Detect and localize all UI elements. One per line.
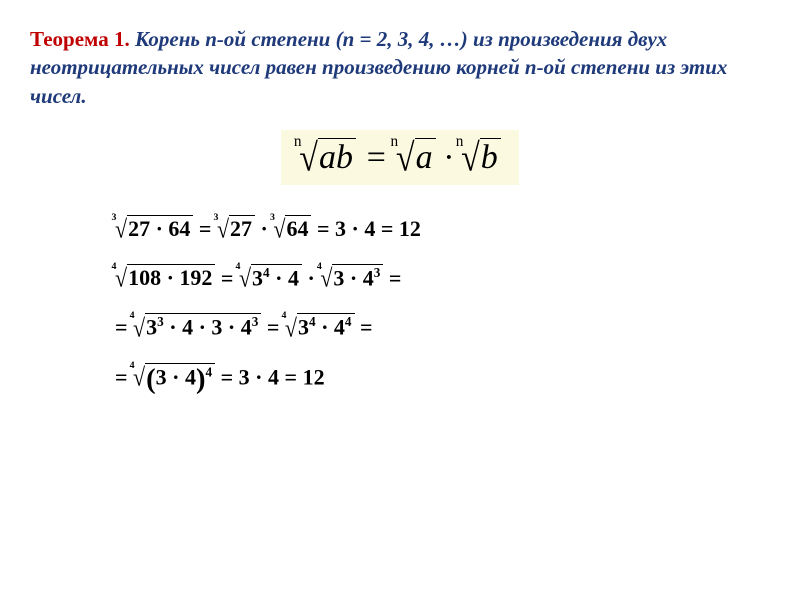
theorem-text: Корень n-ой степени (n = 2, 3, 4, …) из … [30,27,727,108]
example2-line1: 4 √108 · 192 = 4 √34 · 4 · 4 √3 · 43 = [115,264,770,291]
example1: 3 √27 · 64 = 3 √27 · 3 √64 = 3 · 4 = 12 [115,215,770,242]
rhs-root-a: n √a [396,138,436,177]
rhs-root-b: n √b [461,138,501,177]
main-formula: n √ab = n √a · n √b [30,130,770,185]
example2-line2: = 4 √33 · 4 · 3 · 43 = 4 √34 · 44 = [115,313,770,340]
example2-line3: = 4 √(3 · 4)4 = 3 · 4 = 12 [115,363,770,396]
theorem-title: Теорема 1. [30,27,130,51]
lhs-radicand: ab [318,138,356,177]
lhs-root: n √ab [299,138,356,177]
main-formula-box: n √ab = n √a · n √b [281,130,518,185]
examples: 3 √27 · 64 = 3 √27 · 3 √64 = 3 · 4 = 12 … [115,215,770,396]
theorem-block: Теорема 1. Корень n-ой степени (n = 2, 3… [30,25,770,110]
